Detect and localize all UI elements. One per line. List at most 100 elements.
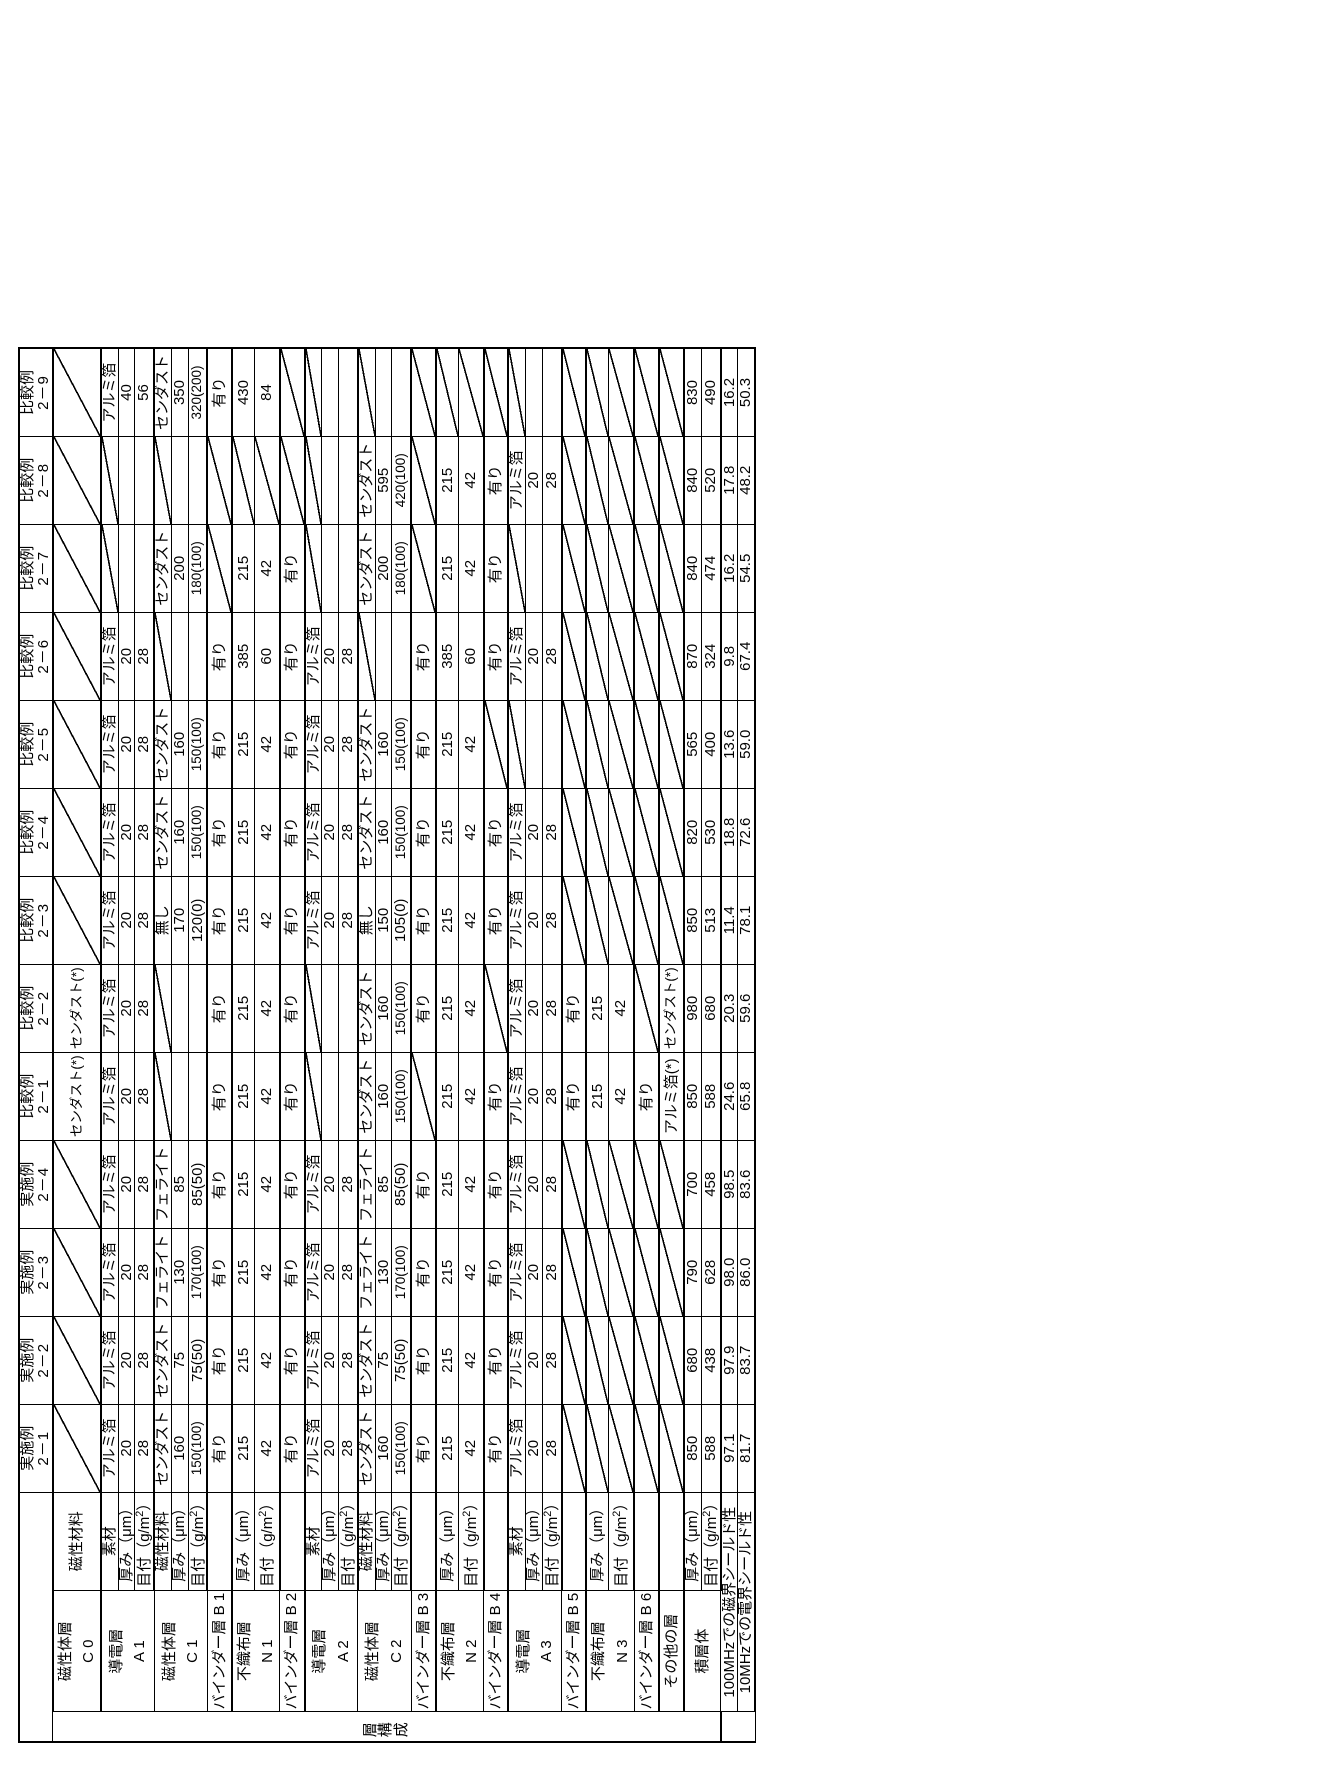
table-cell: 20	[525, 1404, 543, 1493]
table-cell: 215	[435, 964, 459, 1053]
table-cell: 18.8	[720, 788, 738, 877]
table-cell: 530	[701, 788, 721, 877]
row-label: 厚み（μm）	[435, 1492, 459, 1591]
table-cell: 215	[586, 964, 609, 1053]
table-cell: 28	[542, 876, 562, 965]
table-cell	[508, 524, 526, 613]
table-cell: 28	[338, 876, 358, 965]
column-header-number: 2－7	[34, 550, 52, 586]
table-cell	[52, 1140, 101, 1229]
table-cell: センダスト	[357, 1052, 376, 1141]
table-cell: 28	[134, 1228, 155, 1317]
table-cell: 215	[232, 1404, 255, 1493]
table-cell	[321, 1052, 339, 1141]
table-cell: 42	[458, 700, 484, 789]
table-row: 10MHzでの電界シールド性 81.7 83.7 86.0 83.6 65.8 59.6 78…	[737, 348, 756, 1742]
table-cell: 160	[171, 788, 189, 877]
table-row: 目付（g/m2） 28 28 28 28 28 28 28 28	[338, 348, 358, 1742]
table-cell: アルミ箔(*)	[658, 1052, 685, 1141]
table-cell: 59.6	[737, 964, 756, 1053]
table-cell: センダスト	[154, 348, 172, 437]
table-cell	[561, 612, 587, 701]
table-cell	[52, 436, 101, 525]
row-label: 10MHzでの電界シールド性	[737, 1492, 756, 1712]
row-label: 厚み（μm）	[375, 1492, 392, 1591]
table-cell	[561, 876, 587, 965]
table-cell	[134, 524, 155, 613]
table-cell	[100, 436, 119, 525]
table-cell: 20	[525, 876, 543, 965]
table-cell	[118, 436, 135, 525]
column-header-kind: 比較例	[19, 1073, 36, 1119]
table-cell: センダスト	[357, 1316, 376, 1405]
table-cell: アルミ箔	[304, 1140, 322, 1229]
table-cell	[154, 1052, 172, 1141]
column-header-number: 2－9	[34, 375, 52, 410]
row-group-label: 積層体	[684, 1590, 721, 1712]
table-cell	[586, 348, 609, 437]
table-cell	[608, 700, 635, 789]
table-cell: 215	[232, 1140, 255, 1229]
table-cell: アルミ箔	[304, 612, 322, 701]
table-cell	[586, 1228, 609, 1317]
table-cell: 20	[525, 436, 543, 525]
row-label: 目付（g/m2）	[338, 1492, 358, 1591]
column-header-kind: 比較例	[19, 545, 36, 591]
table-cell: 97.9	[720, 1316, 738, 1405]
table-row: 厚み（μm） 20 20 20 20 20 20 20 20	[321, 348, 339, 1742]
row-group-label: バインダー層 B 3	[411, 1590, 436, 1712]
table-cell: 有り	[207, 1228, 233, 1317]
table-cell: 有り	[207, 964, 233, 1053]
column-header-number: 2－2	[34, 1342, 52, 1378]
table-cell: 150(100)	[188, 788, 208, 877]
table-cell: 42	[254, 964, 280, 1053]
table-cell: 17.8	[720, 436, 738, 525]
table-cell: 215	[435, 700, 459, 789]
table-cell: 20	[525, 964, 543, 1053]
outer-group-empty	[720, 1712, 756, 1742]
table-cell	[254, 436, 280, 525]
column-header-number: 2－8	[34, 462, 52, 498]
table-cell: 59.0	[737, 700, 756, 789]
column-header-10: 比較例 2－6	[19, 612, 53, 701]
table-cell: アルミ箔	[508, 788, 526, 877]
table-cell	[52, 788, 101, 877]
column-header-kind: 比較例	[19, 897, 36, 943]
table-cell	[542, 700, 562, 789]
table-cell	[171, 1052, 189, 1141]
table-cell: センダスト	[154, 1404, 172, 1493]
row-group-label: バインダー層 B 2	[279, 1590, 305, 1712]
row-label	[483, 1492, 509, 1591]
table-cell	[658, 876, 685, 965]
table-cell	[608, 348, 635, 437]
table-cell: 42	[254, 700, 280, 789]
table-cell: 有り	[279, 1316, 305, 1405]
table-cell: 42	[254, 876, 280, 965]
column-header-9: 比較例 2－5	[19, 700, 53, 789]
table-cell: 215	[232, 876, 255, 965]
column-header-kind: 比較例	[19, 809, 36, 855]
table-cell: 215	[435, 788, 459, 877]
table-cell	[321, 964, 339, 1053]
table-cell	[658, 700, 685, 789]
row-group-label: 不織布層 N 2	[435, 1590, 484, 1712]
table-cell: 820	[684, 788, 702, 877]
table-cell: 150(100)	[188, 700, 208, 789]
table-cell: 75(50)	[188, 1316, 208, 1405]
table-cell	[375, 612, 392, 701]
table-cell	[542, 524, 562, 613]
table-cell: 20	[321, 612, 339, 701]
table-cell: 42	[458, 1404, 484, 1493]
table-cell: センダスト	[154, 524, 172, 613]
table-cell: センダスト	[357, 964, 376, 1053]
column-header-kind: 実施例	[19, 1425, 36, 1471]
row-group-label: 磁性体層 C 2	[357, 1590, 412, 1712]
table-cell: 有り	[279, 1228, 305, 1317]
table-cell: 28	[338, 700, 358, 789]
table-cell: センダスト	[357, 788, 376, 877]
table-cell: 9.8	[720, 612, 738, 701]
table-cell: センダスト	[154, 788, 172, 877]
table-cell: 40	[118, 348, 135, 437]
table-row: 目付（g/m2） 42 42 42 42 42 42 42 42 42 60 42 84	[254, 348, 280, 1742]
table-row: バインダー層 B 6 有り	[634, 348, 659, 1742]
